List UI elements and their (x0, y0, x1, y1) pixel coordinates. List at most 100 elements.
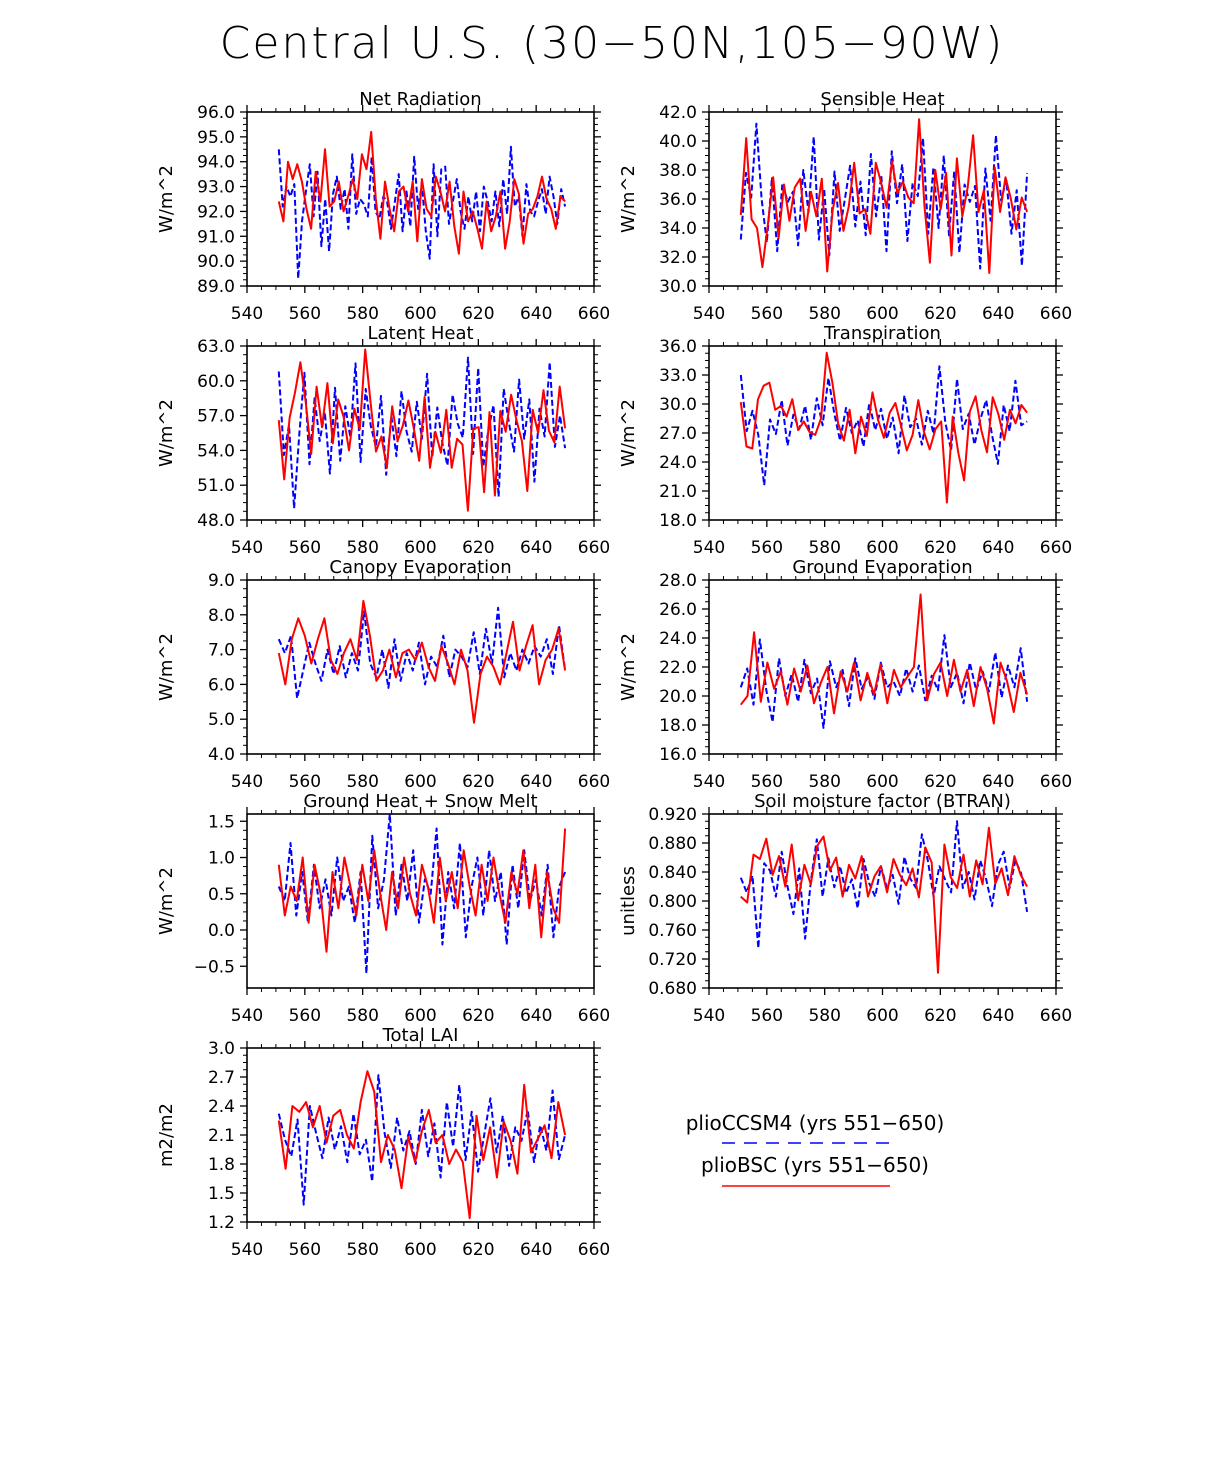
x-tick-label: 560 (289, 1240, 321, 1260)
y-tick-label: 94.0 (197, 153, 235, 173)
series-line-plioccsm4 (739, 820, 1029, 950)
y-tick-label: 42.0 (659, 103, 697, 123)
series-line-plioccsm4 (739, 634, 1029, 729)
x-tick-label: 580 (346, 538, 378, 558)
x-tick-label: 560 (751, 538, 783, 558)
x-tick-label: 540 (693, 1006, 725, 1026)
x-tick-label: 580 (808, 538, 840, 558)
y-tick-label: 18.0 (659, 511, 697, 531)
x-tick-label: 560 (289, 1006, 321, 1026)
y-tick-label: 26.0 (659, 600, 697, 620)
y-tick-label: 0.720 (648, 950, 697, 970)
x-tick-label: 620 (924, 772, 956, 792)
x-tick-label: 560 (289, 304, 321, 324)
chart-title: Ground Evaporation (792, 557, 972, 578)
y-tick-label: 27.0 (659, 424, 697, 444)
y-axis-label: W/m^2 (618, 165, 639, 233)
figure-title: Central U.S. (30−50N,105−90W) (219, 18, 1005, 69)
y-tick-label: 4.0 (208, 745, 235, 765)
y-tick-label: 54.0 (197, 441, 235, 461)
x-tick-label: 600 (866, 772, 898, 792)
x-tick-label: 660 (1040, 772, 1072, 792)
y-tick-label: 2.4 (208, 1097, 235, 1117)
x-tick-label: 600 (866, 304, 898, 324)
y-tick-label: 16.0 (659, 745, 697, 765)
chart-ground-evaporation: 540 560 580 600 620 640 660 16.0 18.0 20.0 22.0 24.… (618, 557, 1072, 792)
x-tick-label: 620 (462, 1240, 494, 1260)
series-line-pliobsc (277, 1070, 567, 1220)
y-tick-label: 93.0 (197, 178, 235, 198)
chart-title: Soil moisture factor (BTRAN) (754, 791, 1011, 812)
legend: plioCCSM4 (yrs 551−650) plioBSC (yrs 551… (686, 1111, 945, 1187)
series-line-plioccsm4 (739, 365, 1028, 487)
series-line-plioccsm4 (277, 1074, 567, 1206)
y-tick-label: 0.880 (648, 834, 697, 854)
y-tick-label: 3.0 (208, 1039, 235, 1059)
x-tick-label: 620 (462, 772, 494, 792)
y-axis-label: m2/m2 (156, 1103, 177, 1167)
chart-ground-heat-snow-melt: 540 560 580 600 620 640 660 −0.5 0.0 0.5 1.0 1.5 Gro… (156, 791, 610, 1026)
y-tick-label: 51.0 (197, 476, 235, 496)
y-tick-label: 0.840 (648, 863, 697, 883)
y-tick-label: 2.7 (208, 1068, 235, 1088)
x-tick-label: 600 (404, 304, 436, 324)
x-tick-label: 560 (751, 1006, 783, 1026)
x-tick-label: 600 (404, 772, 436, 792)
x-tick-label: 640 (982, 304, 1014, 324)
y-tick-label: 0.800 (648, 892, 697, 912)
y-tick-label: 89.0 (197, 277, 235, 297)
x-tick-label: 640 (520, 538, 552, 558)
x-tick-label: 600 (404, 1006, 436, 1026)
x-tick-label: 580 (808, 1006, 840, 1026)
chart-title: Latent Heat (367, 323, 473, 344)
y-tick-label: 18.0 (659, 716, 697, 736)
y-tick-label: 7.0 (208, 641, 235, 661)
plot-frame (246, 579, 595, 755)
y-tick-label: 33.0 (659, 366, 697, 386)
x-tick-label: 580 (346, 772, 378, 792)
x-tick-label: 620 (462, 304, 494, 324)
y-tick-label: 21.0 (659, 482, 697, 502)
y-tick-label: 0.0 (208, 921, 235, 941)
y-tick-label: 5.0 (208, 710, 235, 730)
y-tick-label: 24.0 (659, 629, 697, 649)
y-tick-label: 1.5 (208, 1184, 235, 1204)
y-axis-label: W/m^2 (156, 165, 177, 233)
y-tick-label: 1.2 (208, 1213, 235, 1233)
chart-net-radiation: 540 560 580 600 620 640 660 89.0 90.0 91.0 92.0 93.… (156, 89, 610, 324)
x-tick-label: 640 (520, 1006, 552, 1026)
legend-label-plioccsm4: plioCCSM4 (yrs 551−650) (686, 1111, 945, 1135)
y-tick-label: 24.0 (659, 453, 697, 473)
x-tick-label: 640 (520, 1240, 552, 1260)
y-axis-label: W/m^2 (156, 633, 177, 701)
x-tick-label: 640 (982, 772, 1014, 792)
x-tick-label: 620 (462, 1006, 494, 1026)
y-tick-label: 40.0 (659, 132, 697, 152)
x-tick-label: 640 (520, 304, 552, 324)
y-axis-label: W/m^2 (618, 633, 639, 701)
y-tick-label: 92.0 (197, 202, 235, 222)
y-tick-label: −0.5 (194, 957, 235, 977)
y-tick-label: 0.920 (648, 805, 697, 825)
y-tick-label: 38.0 (659, 161, 697, 181)
y-tick-label: 90.0 (197, 252, 235, 272)
x-tick-label: 660 (1040, 538, 1072, 558)
series-line-pliobsc (740, 826, 1028, 974)
x-tick-label: 540 (231, 538, 263, 558)
chart-title: Net Radiation (359, 89, 481, 110)
x-tick-label: 600 (866, 538, 898, 558)
y-axis-label: unitless (618, 866, 639, 936)
x-tick-label: 560 (289, 538, 321, 558)
series-line-plioccsm4 (277, 606, 567, 700)
series-line-pliobsc (277, 348, 567, 512)
series-line-plioccsm4 (739, 122, 1029, 270)
x-tick-label: 600 (404, 1240, 436, 1260)
y-tick-label: 60.0 (197, 372, 235, 392)
chart-title: Canopy Evaporation (329, 557, 511, 578)
y-tick-label: 0.680 (648, 979, 697, 999)
x-tick-label: 660 (578, 1240, 610, 1260)
series-line-pliobsc (277, 828, 567, 953)
chart-title: Total LAI (382, 1025, 459, 1046)
y-tick-label: 48.0 (197, 511, 235, 531)
